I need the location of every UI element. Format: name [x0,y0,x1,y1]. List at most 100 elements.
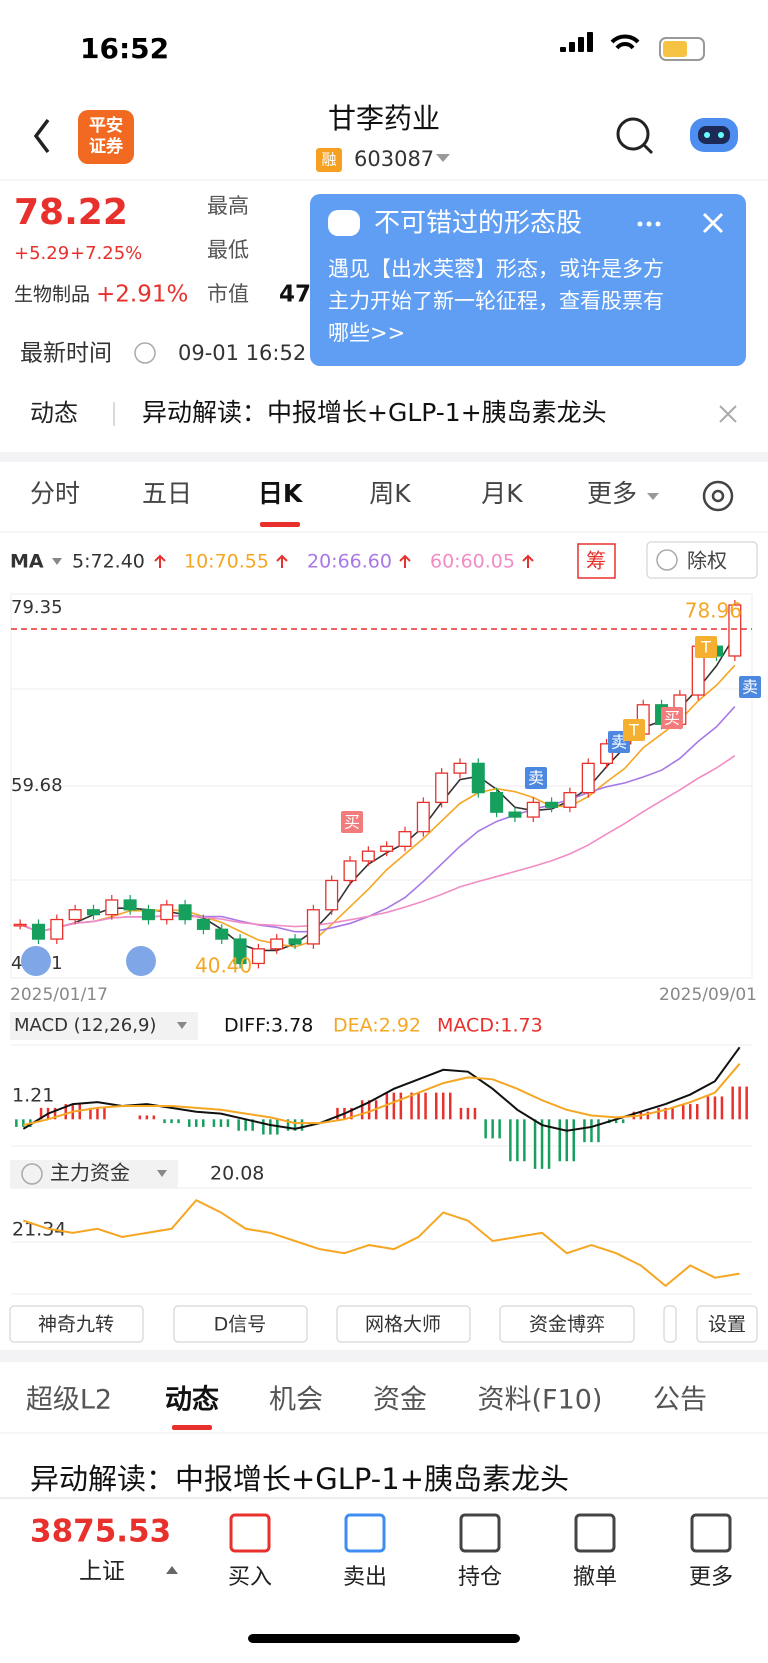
period-tab[interactable]: 五日 [142,479,192,508]
btn-icon [459,1513,501,1553]
home-indicator [248,1634,520,1643]
action-btn[interactable]: 卖出 [343,1565,387,1590]
popup-icon [328,210,360,236]
signal-text: 卖 [742,678,758,697]
y-tick-label: 59.68 [11,775,63,796]
period-tab[interactable]: 更多 [587,479,637,508]
settings-center [711,489,725,503]
expand-icon [21,946,51,976]
battery-level [663,41,687,57]
candle [105,899,119,916]
info-tab[interactable]: 资料(F10) [478,1385,603,1416]
candle [160,904,174,921]
candle [361,850,375,862]
popup-text: 哪些>> [328,321,405,345]
candle [86,909,100,916]
candle [68,909,82,921]
y-tick-label: 79.35 [11,597,63,618]
up-arrow [522,554,534,568]
action-btn[interactable]: 撤单 [573,1565,617,1590]
candle [563,791,577,808]
battery [659,37,705,61]
candle [270,938,284,950]
search-icon[interactable] [616,117,650,151]
expand-icon [126,946,156,976]
ma-value: 5:72.40 [72,551,145,573]
signal-bar [578,37,584,52]
macd-line [22,1046,741,1132]
info-tab[interactable]: 动态 [165,1385,219,1416]
period-tab[interactable]: 分时 [30,479,80,508]
back-icon [33,118,50,154]
fund-value: 20.08 [210,1163,264,1185]
more-dot [637,221,643,227]
candle [471,762,485,794]
action-btn[interactable]: 买入 [228,1565,272,1590]
candle [50,918,64,940]
popup [310,194,746,366]
action-btn[interactable]: 更多 [689,1565,733,1590]
tool-text[interactable]: 设置 [708,1314,746,1336]
stock-code: 603087 [354,147,434,171]
tool-text[interactable]: D信号 [214,1314,267,1336]
search-handle [642,143,654,155]
diff-value: DIFF:3.78 [224,1015,313,1037]
popup-text: 主力开始了新一轮征程，查看股票有 [328,289,664,313]
fuquan-btn [646,541,758,579]
tool-text[interactable]: 神奇九转 [38,1314,114,1336]
tool-text[interactable]: 资金博弈 [529,1314,605,1336]
logo-text: 证券 [89,136,124,157]
dropdown-arrow [157,1170,167,1177]
info-tab[interactable]: 资金 [373,1385,427,1416]
ma-value: 10:70.55 [184,551,269,573]
tool-btn [499,1305,635,1343]
popup-close [702,212,724,234]
date-start: 2025/01/17 [10,985,108,1005]
signal-badge [661,707,683,729]
btn-icon [344,1513,386,1553]
period-tab[interactable]: 日K [258,479,304,508]
period-tab[interactable]: 月K [481,479,523,508]
chip-btn [577,543,616,579]
logo-text: 平安 [89,115,123,136]
indicator-select [10,1160,178,1188]
up-arrow [154,554,166,568]
chip-text: 筹 [586,549,606,573]
fund-line [23,1198,740,1288]
tool-btn [336,1305,471,1343]
signal-badge [623,719,645,741]
info-tab[interactable]: 机会 [269,1385,323,1416]
ma-line [19,755,736,933]
info-icon [21,1163,43,1185]
max-label: 78.96 [685,599,742,623]
news-text: 异动解读：中报增长+GLP-1+胰岛素龙头 [30,1462,569,1496]
candle [416,801,430,833]
settings-icon[interactable] [702,480,734,512]
sector-pct: +2.91% [96,282,188,308]
info-tab[interactable]: 公告 [653,1385,707,1416]
ma-label: MA [10,551,44,573]
candle [398,831,412,847]
tab-underline [260,522,300,527]
action-btn[interactable]: 持仓 [458,1565,502,1590]
signal-text: T [628,721,639,740]
section-gap [0,1350,768,1362]
candle [508,811,522,818]
tool-text[interactable]: 网格大师 [365,1314,441,1336]
signal-bar [560,47,566,52]
candle [526,801,540,818]
info-tab[interactable]: 超级L2 [26,1385,112,1416]
macd-label: MACD (12,26,9) [14,1015,156,1036]
ma-value: 60:60.05 [430,551,515,573]
btn-icon [229,1513,271,1553]
fund-label: 主力资金 [50,1161,130,1185]
period-tab[interactable]: 周K [369,479,411,508]
fuquan-text: 除权 [687,549,727,573]
dropdown-arrow [177,1022,187,1029]
ma-arrow [52,558,62,565]
candle [325,879,339,911]
logo [78,110,134,164]
stock-name: 甘李药业 [328,102,440,135]
candle [380,845,394,852]
